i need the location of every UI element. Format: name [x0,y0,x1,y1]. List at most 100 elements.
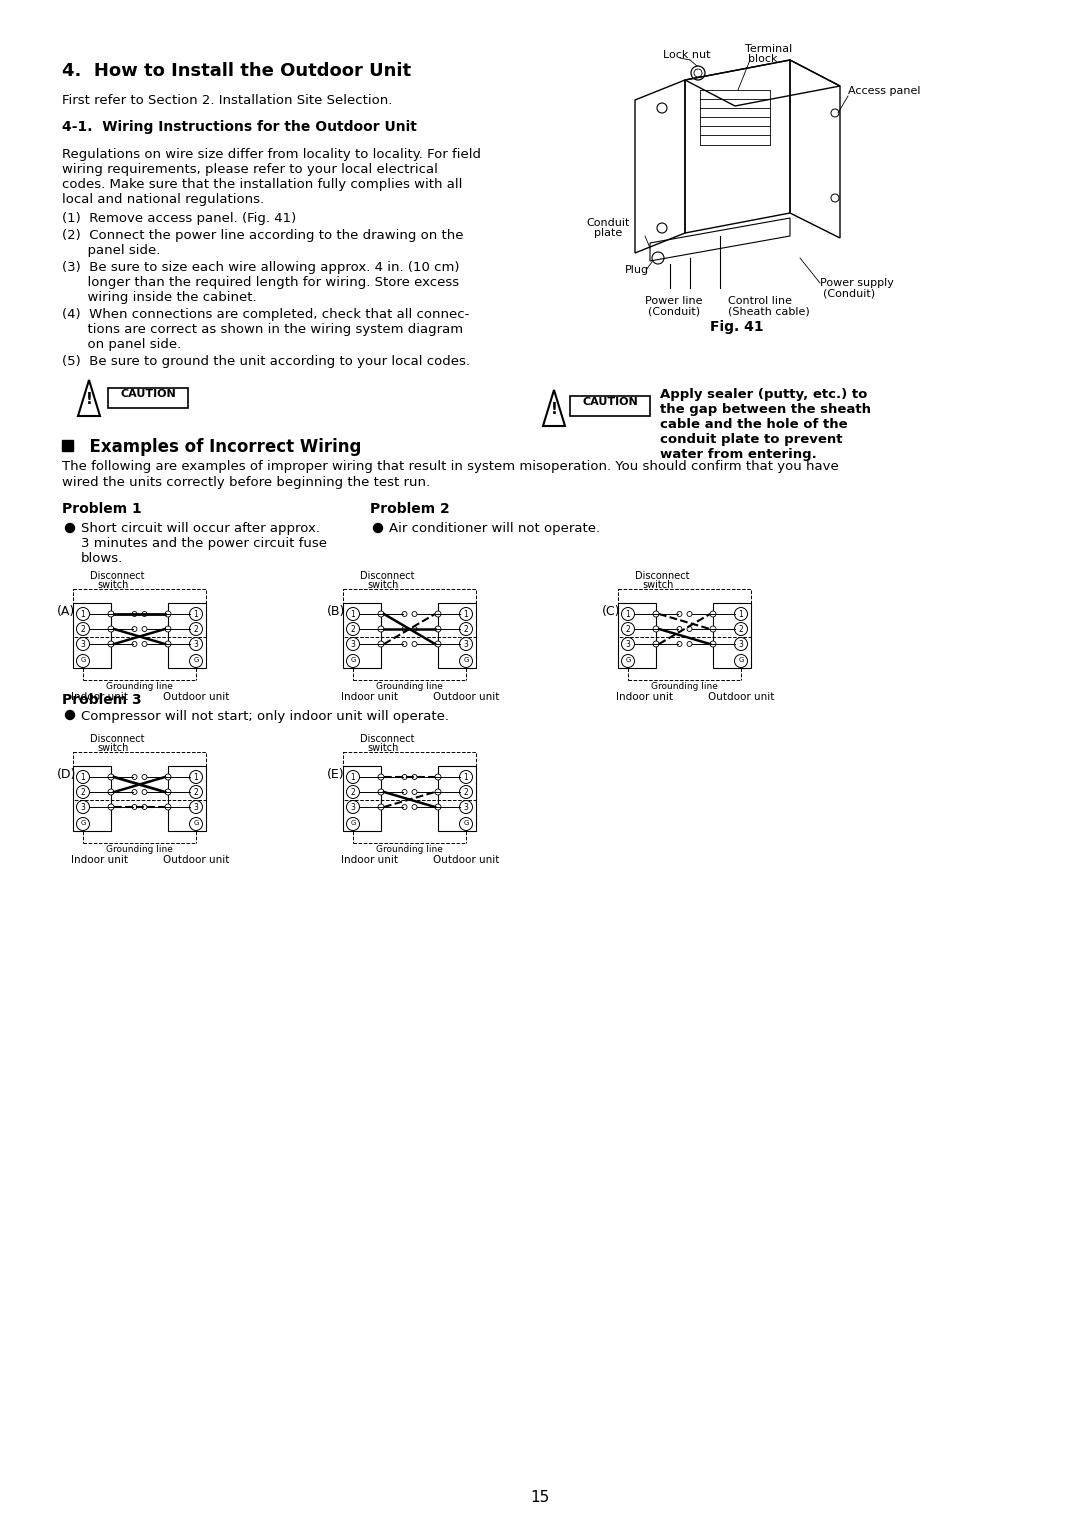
Text: Control line: Control line [728,296,792,306]
Text: (E): (E) [327,769,345,781]
Text: 2: 2 [193,788,199,798]
Text: Problem 3: Problem 3 [62,694,141,707]
Circle shape [66,524,75,532]
Circle shape [108,804,114,810]
Circle shape [378,775,384,779]
Text: G: G [193,821,199,827]
Text: switch: switch [97,581,129,590]
Text: 1: 1 [463,773,469,782]
Text: Outdoor unit: Outdoor unit [163,692,229,701]
Text: (Conduit): (Conduit) [648,306,700,316]
Text: 3: 3 [463,640,469,649]
Text: G: G [350,821,355,827]
Circle shape [653,642,659,646]
Text: wiring requirements, please refer to your local electrical: wiring requirements, please refer to you… [62,163,437,176]
Text: G: G [193,657,199,663]
Text: 1: 1 [351,773,355,782]
Text: 1: 1 [81,773,85,782]
Text: 3: 3 [193,640,199,649]
Text: 3: 3 [351,640,355,649]
Text: Compressor will not start; only indoor unit will operate.: Compressor will not start; only indoor u… [81,711,449,723]
Bar [343,766,381,831]
Text: Air conditioner will not operate.: Air conditioner will not operate. [389,523,600,535]
Text: Problem 2: Problem 2 [370,503,449,516]
Circle shape [435,626,441,633]
Text: Grounding line: Grounding line [376,681,443,691]
Circle shape [378,804,384,810]
Circle shape [165,626,171,633]
Circle shape [108,626,114,633]
Bar [618,604,656,668]
Text: Indoor unit: Indoor unit [616,692,673,701]
Text: 3: 3 [193,804,199,811]
Text: 2: 2 [463,788,469,798]
Text: Lock nut: Lock nut [663,50,711,60]
Text: blows.: blows. [81,552,123,565]
Bar [343,588,476,637]
Text: 3: 3 [463,804,469,811]
Bar [438,766,476,831]
Text: 3: 3 [625,640,631,649]
Text: 1: 1 [193,773,199,782]
Circle shape [435,804,441,810]
Text: Power supply: Power supply [820,278,894,287]
Text: G: G [739,657,744,663]
Text: panel side.: panel side. [62,244,160,257]
Text: 2: 2 [81,625,85,634]
Text: Terminal: Terminal [745,44,793,53]
Text: Regulations on wire size differ from locality to locality. For field: Regulations on wire size differ from loc… [62,148,481,160]
Text: codes. Make sure that the installation fully complies with all: codes. Make sure that the installation f… [62,177,462,191]
Text: Outdoor unit: Outdoor unit [708,692,774,701]
Bar [713,604,751,668]
Circle shape [165,775,171,779]
Circle shape [378,626,384,633]
Circle shape [66,711,75,720]
Bar [168,766,206,831]
Text: Short circuit will occur after approx.: Short circuit will occur after approx. [81,523,320,535]
Circle shape [710,611,716,617]
Text: longer than the required length for wiring. Store excess: longer than the required length for wiri… [62,277,459,289]
Text: Indoor unit: Indoor unit [341,692,399,701]
Circle shape [108,642,114,646]
Text: CAUTION: CAUTION [120,390,176,399]
Bar [168,604,206,668]
Text: (D): (D) [57,769,77,781]
Text: G: G [80,657,85,663]
Circle shape [378,611,384,617]
Text: (B): (B) [327,605,346,617]
Circle shape [653,611,659,617]
Bar [108,388,188,408]
Text: !: ! [85,393,93,406]
Circle shape [108,611,114,617]
Text: Disconnect: Disconnect [90,571,145,581]
Text: tions are correct as shown in the wiring system diagram: tions are correct as shown in the wiring… [62,322,463,336]
Text: Grounding line: Grounding line [106,845,173,854]
Text: (C): (C) [602,605,621,617]
Text: (Sheath cable): (Sheath cable) [728,306,810,316]
Text: Access panel: Access panel [848,86,920,96]
Text: conduit plate to prevent: conduit plate to prevent [660,432,842,446]
Text: Indoor unit: Indoor unit [341,856,399,865]
Text: Outdoor unit: Outdoor unit [433,692,499,701]
Circle shape [435,642,441,646]
Text: Disconnect: Disconnect [360,733,415,744]
Text: Grounding line: Grounding line [651,681,718,691]
Text: G: G [463,821,469,827]
Text: Examples of Incorrect Wiring: Examples of Incorrect Wiring [78,439,362,455]
Circle shape [435,611,441,617]
Text: 1: 1 [81,610,85,619]
Bar [73,604,111,668]
Text: wired the units correctly before beginning the test run.: wired the units correctly before beginni… [62,477,430,489]
Text: 2: 2 [351,788,355,798]
Circle shape [710,626,716,633]
Circle shape [378,642,384,646]
Text: cable and the hole of the: cable and the hole of the [660,419,848,431]
Circle shape [165,804,171,810]
Text: Problem 1: Problem 1 [62,503,141,516]
Text: Disconnect: Disconnect [360,571,415,581]
Text: 4-1.  Wiring Instructions for the Outdoor Unit: 4-1. Wiring Instructions for the Outdoor… [62,121,417,134]
Text: (5)  Be sure to ground the unit according to your local codes.: (5) Be sure to ground the unit according… [62,354,470,368]
Bar [438,604,476,668]
Text: wiring inside the cabinet.: wiring inside the cabinet. [62,290,257,304]
Circle shape [378,788,384,795]
